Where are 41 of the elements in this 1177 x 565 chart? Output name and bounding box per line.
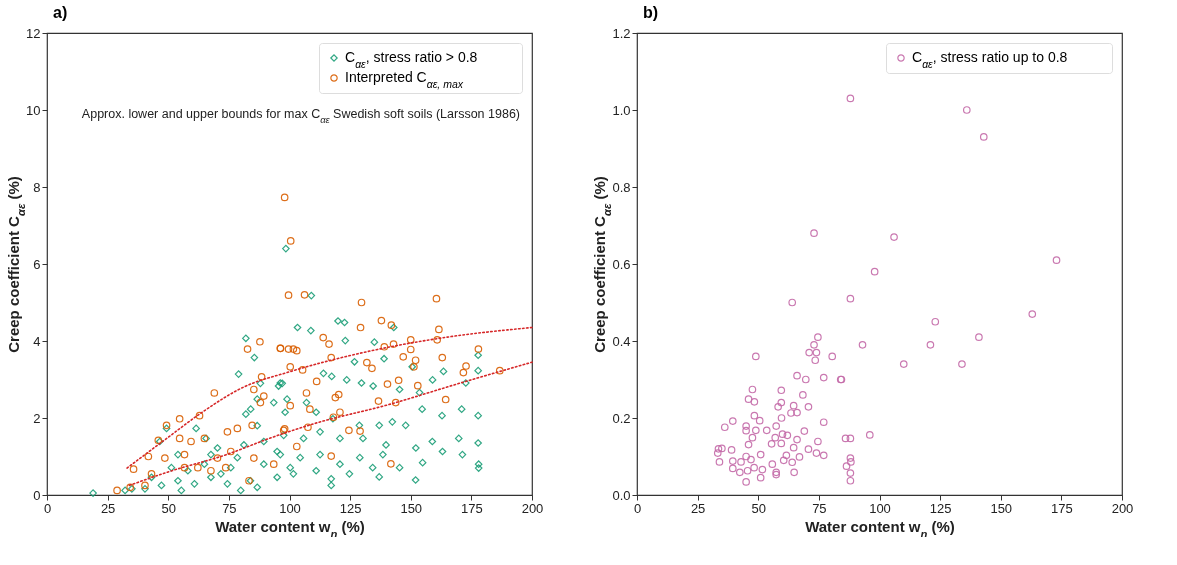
legend-label: C$_{αε}$, stress ratio > 0.8 (345, 49, 478, 70)
x-tick-label: 125 (929, 500, 952, 516)
legend-label: Interpreted C$_{αε, max}$ (345, 69, 464, 90)
legend-label: C$_{αε}$, stress ratio up to 0.8 (912, 49, 1068, 70)
y-tick-label: 2 (33, 410, 41, 426)
y-tick-label: 0 (33, 487, 41, 503)
y-tick-label: 0.4 (612, 333, 631, 349)
y-tick-label: 0.2 (612, 410, 631, 426)
x-tick-label: 25 (100, 500, 116, 516)
x-tick-label: 175 (461, 500, 483, 516)
y-tick-label: 10 (26, 102, 41, 118)
x-tick-label: 150 (400, 500, 423, 516)
y-tick-label: 0.0 (612, 487, 631, 503)
annotation: Approx. lower and upper bounds for max C$_{αε}$ Swedish soft soils (Larsson 1986) (81, 107, 520, 125)
y-tick-label: 1.0 (612, 102, 631, 118)
x-tick-label: 200 (521, 500, 544, 516)
line-series (126, 326, 533, 469)
x-tick-label: 25 (690, 500, 706, 516)
x-tick-label: 50 (161, 500, 176, 516)
x-tick-label: 100 (279, 500, 301, 516)
y-tick-label: 4 (33, 333, 41, 349)
x-tick-label: 50 (751, 500, 766, 516)
x-axis-title: Water content w$_{n}$ (%) (215, 517, 365, 540)
y-tick-label: 0.6 (612, 256, 631, 272)
x-tick-label: 200 (1111, 500, 1134, 516)
y-tick-label: 12 (26, 25, 41, 41)
x-tick-label: 100 (869, 500, 891, 516)
chart-title: a) (53, 4, 68, 21)
x-tick-label: 0 (43, 500, 52, 516)
x-tick-label: 125 (339, 500, 362, 516)
y-tick-label: 8 (33, 179, 41, 195)
x-tick-label: 175 (1051, 500, 1073, 516)
y-tick-label: 0.8 (612, 179, 631, 195)
x-tick-label: 75 (812, 500, 827, 516)
y-tick-label: 1.2 (612, 25, 631, 41)
x-tick-label: 150 (990, 500, 1013, 516)
chart-title: b) (643, 4, 659, 21)
x-tick-label: 0 (633, 500, 642, 516)
x-tick-label: 75 (222, 500, 237, 516)
y-tick-label: 6 (33, 256, 41, 272)
x-axis-title: Water content w$_{n}$ (%) (805, 517, 955, 540)
